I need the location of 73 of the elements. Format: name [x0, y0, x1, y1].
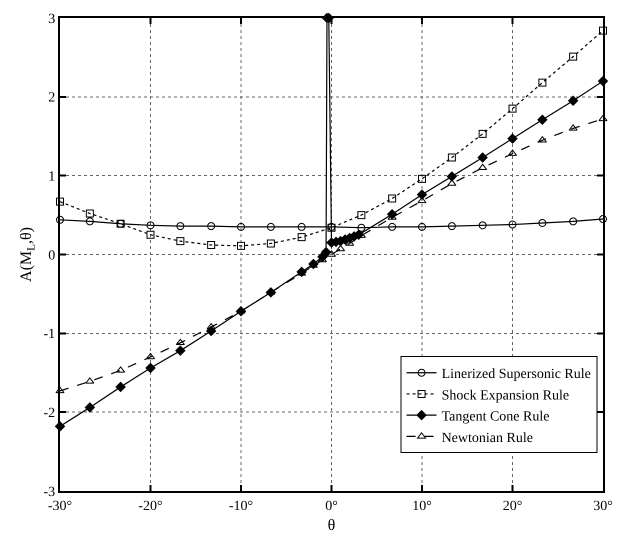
- point: [116, 366, 126, 373]
- y-tick-label: 1: [48, 170, 56, 185]
- point: [55, 386, 65, 394]
- point: [568, 96, 578, 106]
- point: [84, 402, 95, 412]
- point: [146, 221, 154, 230]
- point: [357, 211, 366, 220]
- legend-label: Newtonian Rule: [442, 430, 533, 446]
- point: [448, 222, 456, 230]
- point: [569, 217, 578, 226]
- point: [478, 164, 488, 170]
- y-tick-label: -1: [44, 327, 56, 342]
- point: [175, 346, 186, 356]
- point: [416, 190, 428, 200]
- point: [507, 134, 518, 144]
- point: [599, 215, 607, 224]
- point: [568, 124, 578, 131]
- point: [176, 338, 185, 346]
- point: [418, 174, 426, 183]
- point: [478, 130, 487, 138]
- x-tick-label: 20°: [502, 498, 522, 514]
- point: [537, 114, 548, 125]
- point: [599, 26, 607, 35]
- x-tick-label: 10°: [412, 498, 432, 514]
- point: [538, 218, 546, 227]
- legend-label: Tangent Cone Rule: [442, 410, 550, 425]
- point: [388, 222, 396, 231]
- point: [418, 222, 426, 231]
- point: [207, 241, 216, 250]
- point: [176, 222, 184, 230]
- point: [266, 222, 275, 231]
- point: [446, 171, 457, 182]
- legend-label: Shock Expansion Rule: [442, 388, 570, 404]
- point: [56, 198, 64, 206]
- y-tick-label: 3: [48, 12, 56, 27]
- point: [86, 217, 94, 226]
- point: [146, 230, 154, 239]
- point: [569, 52, 578, 61]
- point: [357, 224, 366, 232]
- point: [146, 352, 156, 360]
- x-tick-label: -30°: [48, 498, 72, 514]
- point: [321, 247, 332, 258]
- point: [116, 382, 126, 392]
- point: [237, 242, 245, 250]
- point: [388, 194, 396, 203]
- x-tick-label: 30°: [593, 498, 613, 514]
- point: [538, 78, 546, 87]
- point: [207, 222, 216, 230]
- y-tick-label: 2: [48, 90, 56, 106]
- point: [508, 104, 516, 113]
- point: [56, 216, 64, 224]
- point: [478, 221, 487, 230]
- point: [336, 244, 346, 252]
- point: [478, 152, 488, 163]
- point: [237, 222, 245, 231]
- point: [508, 220, 516, 229]
- x-tick-label: 0°: [325, 498, 338, 514]
- point: [176, 237, 184, 246]
- point: [448, 154, 456, 162]
- point: [145, 362, 156, 374]
- point: [298, 222, 306, 231]
- point: [86, 210, 94, 218]
- point: [598, 114, 608, 122]
- point: [85, 377, 94, 384]
- x-axis-title: θ: [328, 517, 336, 534]
- legend-label: Linerized Supersonic Rule: [442, 367, 591, 382]
- point: [298, 233, 306, 242]
- x-tick-label: -20°: [138, 498, 163, 514]
- x-tick-label: -10°: [228, 498, 254, 514]
- y-tick-label: -3: [44, 484, 56, 500]
- y-tick-label: 0: [48, 248, 56, 264]
- y-tick-label: -2: [44, 406, 56, 422]
- point: [266, 239, 275, 248]
